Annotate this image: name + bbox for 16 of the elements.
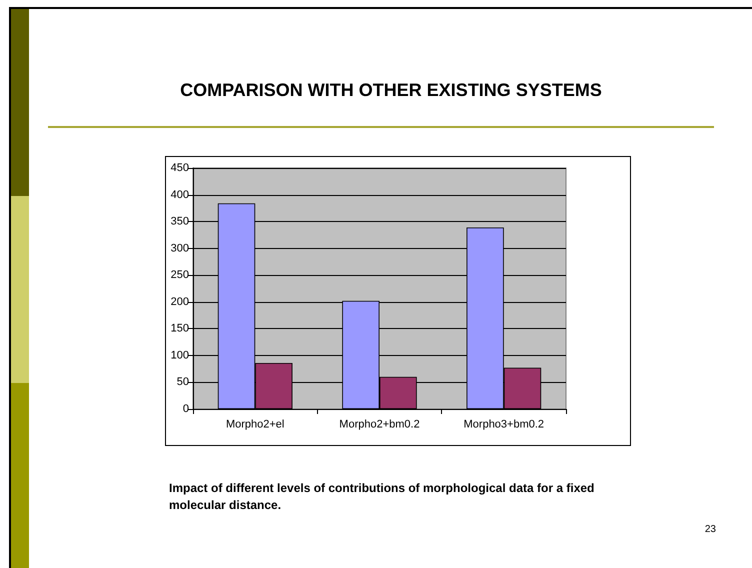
text: Impact of different levels of contributions of morphological data for a fixed molecular distance. bbox=[169, 480, 596, 514]
y-tick-label: 400 bbox=[170, 188, 189, 201]
x-tick-label: Morpho2+el bbox=[226, 418, 284, 430]
y-tick-label: 50 bbox=[176, 376, 189, 388]
text: 23 bbox=[704, 524, 716, 535]
chart-title: COMPARISON WITH OTHER EXISTING SYSTEMS bbox=[179, 80, 603, 101]
y-tick-label: 200 bbox=[170, 296, 189, 308]
y-tick-label: 0 bbox=[182, 403, 189, 415]
y-tick-label: 450 bbox=[170, 162, 189, 174]
y-tick-label: 150 bbox=[170, 322, 189, 335]
y-tick-label: 300 bbox=[170, 242, 189, 254]
y-tick-label: 250 bbox=[170, 269, 189, 282]
x-tick-label: Morpho2+bm0.2 bbox=[339, 418, 420, 430]
x-tick-label: Morpho3+bm0.2 bbox=[464, 418, 544, 430]
y-tick-label: 100 bbox=[170, 349, 189, 362]
y-tick-label: 350 bbox=[170, 216, 189, 228]
